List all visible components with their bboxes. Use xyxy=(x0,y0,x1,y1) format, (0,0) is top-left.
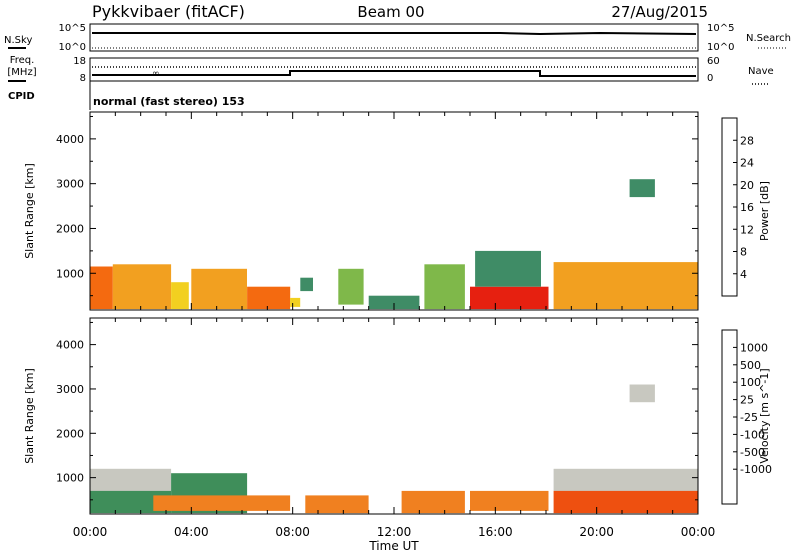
x-tick-label: 00:00 xyxy=(681,525,716,539)
velocity-heatmap xyxy=(90,384,698,514)
power-colorbar-tick-label: 28 xyxy=(740,134,754,147)
velocity-cell xyxy=(470,490,549,511)
nave-label: Nave xyxy=(748,66,774,77)
power-cell xyxy=(191,268,247,310)
power-ylabel: Slant Range [km] xyxy=(23,163,36,259)
velocity-cell xyxy=(90,468,172,491)
velocity-colorbar-tick-label: -500 xyxy=(740,446,765,459)
power-cell xyxy=(300,277,313,292)
power-colorbar-tick-label: 20 xyxy=(740,179,754,192)
velocity-colorbar-tick-label: 25 xyxy=(740,394,754,407)
velocity-x-ticks xyxy=(89,318,699,514)
nsearch-label: N.Search xyxy=(746,33,791,44)
y-tick-label: 2000 xyxy=(56,427,84,440)
radar-title: Pykkvibaer (fitACF) xyxy=(92,2,245,21)
velocity-ylabel: Slant Range [km] xyxy=(23,368,36,464)
x-tick-label: 16:00 xyxy=(478,525,513,539)
power-x-ticks xyxy=(89,112,699,310)
nsky-tick-top: 10^5 xyxy=(59,23,86,34)
power-colorbar-label: Power [dB] xyxy=(758,181,771,241)
velocity-y-ticks: 1000 2000 3000 4000 xyxy=(56,321,698,501)
power-heatmap xyxy=(90,179,698,310)
power-colorbar: 4 8 12 16 20 24 28 xyxy=(721,117,754,297)
date-label: 27/Aug/2015 xyxy=(611,3,708,21)
y-tick-label: 4000 xyxy=(56,133,84,146)
velocity-colorbar-tick-label: -100 xyxy=(740,428,765,441)
power-cell xyxy=(475,250,541,287)
y-tick-label: 3000 xyxy=(56,178,84,191)
freq-label-line2: [MHz] xyxy=(7,67,36,78)
x-tick-label: 08:00 xyxy=(275,525,310,539)
power-panel: 1000 2000 3000 4000 Slant Range [km] xyxy=(23,111,699,311)
power-cell xyxy=(171,282,189,310)
nsky-label: N.Sky xyxy=(4,35,32,46)
nsky-trace xyxy=(92,31,697,36)
velocity-panel: 1000 2000 3000 4000 Slant Range [km] xyxy=(23,317,699,515)
x-tick-label: 20:00 xyxy=(579,525,614,539)
x-tick-label: 00:00 xyxy=(73,525,108,539)
y-tick-label: 4000 xyxy=(56,339,84,352)
velocity-colorbar-tick-label: -1000 xyxy=(740,463,772,476)
xlabel: Time UT xyxy=(368,539,419,553)
beam-label: Beam 00 xyxy=(357,3,424,21)
power-colorbar-tick-label: 24 xyxy=(740,157,754,170)
cpid-text: normal (fast stereo) 153 xyxy=(93,95,245,108)
time-axis-labels: 00:00 04:00 08:00 12:00 16:00 20:00 00:00 xyxy=(73,525,716,539)
power-cell xyxy=(247,286,291,310)
freq-trace xyxy=(92,70,696,77)
x-tick-label: 04:00 xyxy=(174,525,209,539)
nsearch-tick-top: 10^5 xyxy=(707,23,734,34)
power-cell xyxy=(368,295,420,310)
power-cell xyxy=(629,179,655,198)
velocity-cell xyxy=(90,490,172,514)
velocity-cell xyxy=(305,495,369,514)
nave-tick-top: 60 xyxy=(707,56,720,67)
velocity-cell xyxy=(629,384,655,403)
freq-label-line1: Freq. xyxy=(10,55,35,66)
power-colorbar-tick-label: 8 xyxy=(740,246,747,259)
velocity-cell xyxy=(553,468,698,491)
y-tick-label: 1000 xyxy=(56,472,84,485)
nsky-tick-bottom: 10^0 xyxy=(59,42,86,53)
power-cell xyxy=(470,286,549,310)
freq-marker: ∞ xyxy=(152,69,160,79)
cpid-label: CPID xyxy=(8,91,35,102)
velocity-cell xyxy=(153,495,291,511)
power-colorbar-tick-label: 12 xyxy=(740,223,754,236)
velocity-colorbar-tick-label: 1000 xyxy=(740,341,768,354)
y-tick-label: 3000 xyxy=(56,383,84,396)
nave-tick-bottom: 0 xyxy=(707,73,713,84)
y-tick-label: 2000 xyxy=(56,222,84,235)
freq-panel-frame xyxy=(89,57,699,82)
y-tick-label: 1000 xyxy=(56,267,84,280)
velocity-colorbar: 1000 500 100 25 -25 -100 -500 -1000 xyxy=(721,329,772,505)
power-cell xyxy=(338,268,364,305)
freq-tick-top: 18 xyxy=(73,56,86,67)
nsky-panel-frame xyxy=(89,23,699,52)
velocity-colorbar-tick-label: 100 xyxy=(740,376,761,389)
velocity-colorbar-tick-label: 500 xyxy=(740,359,761,372)
velocity-cell xyxy=(553,490,698,514)
x-tick-label: 12:00 xyxy=(377,525,412,539)
velocity-colorbar-label: Velocity [m s^-1] xyxy=(758,368,771,463)
power-cell xyxy=(90,266,113,310)
freq-tick-bottom: 8 xyxy=(80,73,86,84)
power-cell xyxy=(424,264,465,310)
velocity-colorbar-tick-label: -25 xyxy=(740,411,758,424)
power-y-ticks: 1000 2000 3000 4000 xyxy=(56,115,698,297)
power-cell xyxy=(112,264,172,310)
power-colorbar-tick-label: 16 xyxy=(740,201,754,214)
power-cell xyxy=(553,262,698,310)
nsearch-tick-bottom: 10^0 xyxy=(707,42,734,53)
power-colorbar-tick-label: 4 xyxy=(740,268,747,281)
velocity-cell xyxy=(401,490,465,514)
power-cell xyxy=(290,297,301,307)
